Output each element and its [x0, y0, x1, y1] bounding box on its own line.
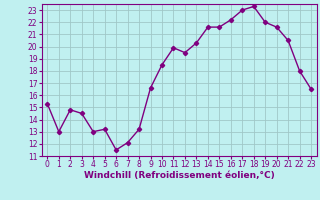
X-axis label: Windchill (Refroidissement éolien,°C): Windchill (Refroidissement éolien,°C) [84, 171, 275, 180]
